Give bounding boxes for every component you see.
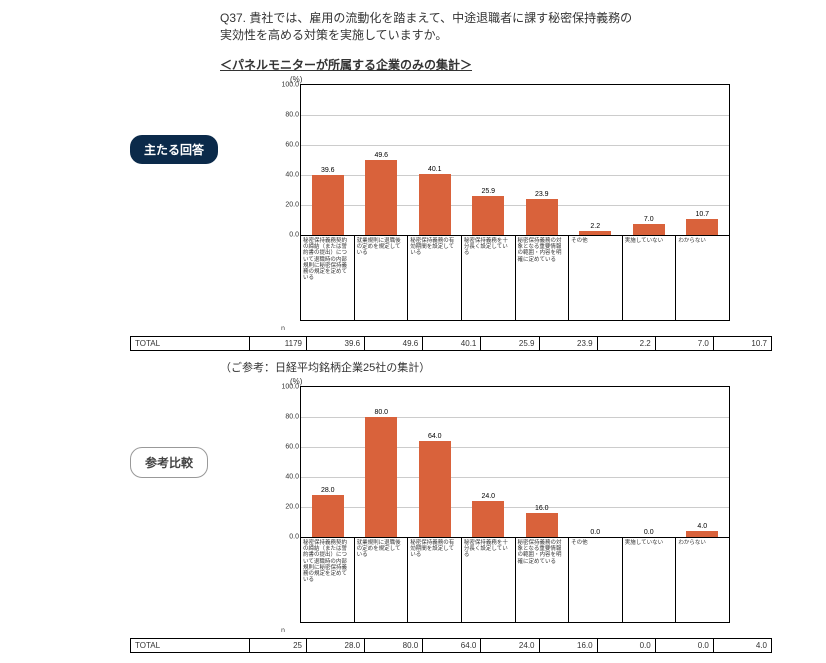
bar-value-label: 10.7 — [695, 211, 709, 218]
x-category: 秘密保持義務の有効期間を設定している — [408, 538, 462, 622]
ytick: 80.0 — [279, 111, 299, 118]
chart2-plot: (%) 0.020.040.060.080.0100.028.080.064.0… — [300, 377, 730, 634]
bar — [419, 174, 451, 234]
bar-value-label: 7.0 — [644, 216, 654, 223]
total-cell: 7.0 — [656, 337, 714, 350]
bar-value-label: 0.0 — [590, 529, 600, 536]
chart1-total-label: TOTAL — [131, 337, 250, 350]
bar — [526, 199, 558, 235]
bar-value-label: 16.0 — [535, 505, 549, 512]
x-category: 秘密保持義務を十分長く設定している — [462, 538, 516, 622]
ytick: 100.0 — [279, 383, 299, 390]
ytick: 80.0 — [279, 413, 299, 420]
bar — [686, 219, 718, 235]
total-cell: 4.0 — [714, 639, 771, 652]
chart2-total-n: 25 — [250, 639, 307, 652]
x-category: 秘密保持義務の対象となる重要情報の範囲・内容を明確に定めている — [516, 538, 570, 622]
badge-main: 主たる回答 — [130, 135, 218, 164]
total-cell: 0.0 — [656, 639, 714, 652]
total-cell: 80.0 — [365, 639, 423, 652]
ytick: 20.0 — [279, 503, 299, 510]
ytick: 0.0 — [279, 533, 299, 540]
bar-value-label: 80.0 — [374, 409, 388, 416]
x-category: わからない — [676, 236, 729, 320]
bar — [579, 231, 611, 234]
chart1-total-n: 1179 — [250, 337, 307, 350]
x-category: 就業規則に退職後の定めを規定している — [355, 538, 409, 622]
total-cell: 64.0 — [423, 639, 481, 652]
total-cell: 40.1 — [423, 337, 481, 350]
bar-value-label: 0.0 — [644, 529, 654, 536]
bar — [686, 531, 718, 537]
x-category: わからない — [676, 538, 729, 622]
bar — [472, 501, 504, 537]
total-cell: 10.7 — [714, 337, 771, 350]
chart2-n-label: ｎ — [280, 625, 730, 634]
total-cell: 25.9 — [481, 337, 539, 350]
chart2-total-label: TOTAL — [131, 639, 250, 652]
ytick: 100.0 — [279, 81, 299, 88]
bar — [365, 417, 397, 537]
x-category: その他 — [569, 236, 623, 320]
question-text: Q37. 貴社では、雇用の流動化を踏まえて、中途退職者に課す秘密保持義務の実効性… — [220, 10, 640, 44]
x-category: 秘密保持義務を十分長く設定している — [462, 236, 516, 320]
x-category: 実施していない — [623, 538, 677, 622]
total-cell: 24.0 — [481, 639, 539, 652]
bar-value-label: 39.6 — [321, 167, 335, 174]
x-category: 秘密保持義務契約の締結（または誓約書の提出）について退職時の内部規則に秘密保持義… — [301, 538, 355, 622]
section2-title: （ご参考：日経平均銘柄企業25社の集計） — [220, 359, 806, 375]
bar-value-label: 25.9 — [481, 188, 495, 195]
ytick: 40.0 — [279, 473, 299, 480]
total-cell: 2.2 — [598, 337, 656, 350]
ytick: 20.0 — [279, 201, 299, 208]
bar — [312, 175, 344, 234]
chart2-unit: (%) — [290, 377, 730, 386]
bar — [633, 224, 665, 235]
bar-value-label: 24.0 — [481, 493, 495, 500]
chart1-n-label: ｎ — [280, 323, 730, 332]
bar — [526, 513, 558, 537]
x-category: 就業規則に退職後の定めを規定している — [355, 236, 409, 320]
chart1-wrap: 主たる回答 (%) 0.0 20.0 40.0 60.0 80.0 100.0 39.6 49… — [130, 75, 770, 332]
chart1-plot: (%) 0.020.040.060.080.0100.039.649.640.1… — [300, 75, 730, 332]
ytick: 40.0 — [279, 171, 299, 178]
bar — [312, 495, 344, 537]
chart1-unit: (%) — [290, 75, 730, 84]
bar — [472, 196, 504, 235]
total-cell: 16.0 — [540, 639, 598, 652]
bar-value-label: 23.9 — [535, 191, 549, 198]
chart2-total-row: TOTAL 25 28.080.064.024.016.00.00.04.0 — [130, 638, 772, 653]
bar-value-label: 64.0 — [428, 433, 442, 440]
bar-value-label: 2.2 — [590, 223, 600, 230]
bar-value-label: 28.0 — [321, 487, 335, 494]
chart1-total-row: TOTAL 1179 39.649.640.125.923.92.27.010.… — [130, 336, 772, 351]
x-category: 秘密保持義務契約の締結（または誓約書の提出）について退職時の内部規則に秘密保持義… — [301, 236, 355, 320]
bar-value-label: 40.1 — [428, 166, 442, 173]
ytick: 60.0 — [279, 443, 299, 450]
total-cell: 0.0 — [598, 639, 656, 652]
ytick: 0.0 — [279, 231, 299, 238]
x-category: 実施していない — [623, 236, 677, 320]
total-cell: 23.9 — [540, 337, 598, 350]
section1-title: ＜パネルモニターが所属する企業のみの集計＞ — [220, 56, 806, 73]
bar — [365, 160, 397, 234]
bar-value-label: 4.0 — [697, 523, 707, 530]
x-category: 秘密保持義務の有効期間を設定している — [408, 236, 462, 320]
x-category: 秘密保持義務の対象となる重要情報の範囲・内容を明確に定めている — [516, 236, 570, 320]
total-cell: 49.6 — [365, 337, 423, 350]
x-category: その他 — [569, 538, 623, 622]
badge-ref: 参考比較 — [130, 447, 208, 478]
bar-value-label: 49.6 — [374, 152, 388, 159]
ytick: 60.0 — [279, 141, 299, 148]
bar — [419, 441, 451, 537]
total-cell: 39.6 — [307, 337, 365, 350]
chart2-wrap: 参考比較 (%) 0.0 20.0 40.0 60.0 80.0 100.0 28.0 80.… — [130, 377, 770, 634]
total-cell: 28.0 — [307, 639, 365, 652]
